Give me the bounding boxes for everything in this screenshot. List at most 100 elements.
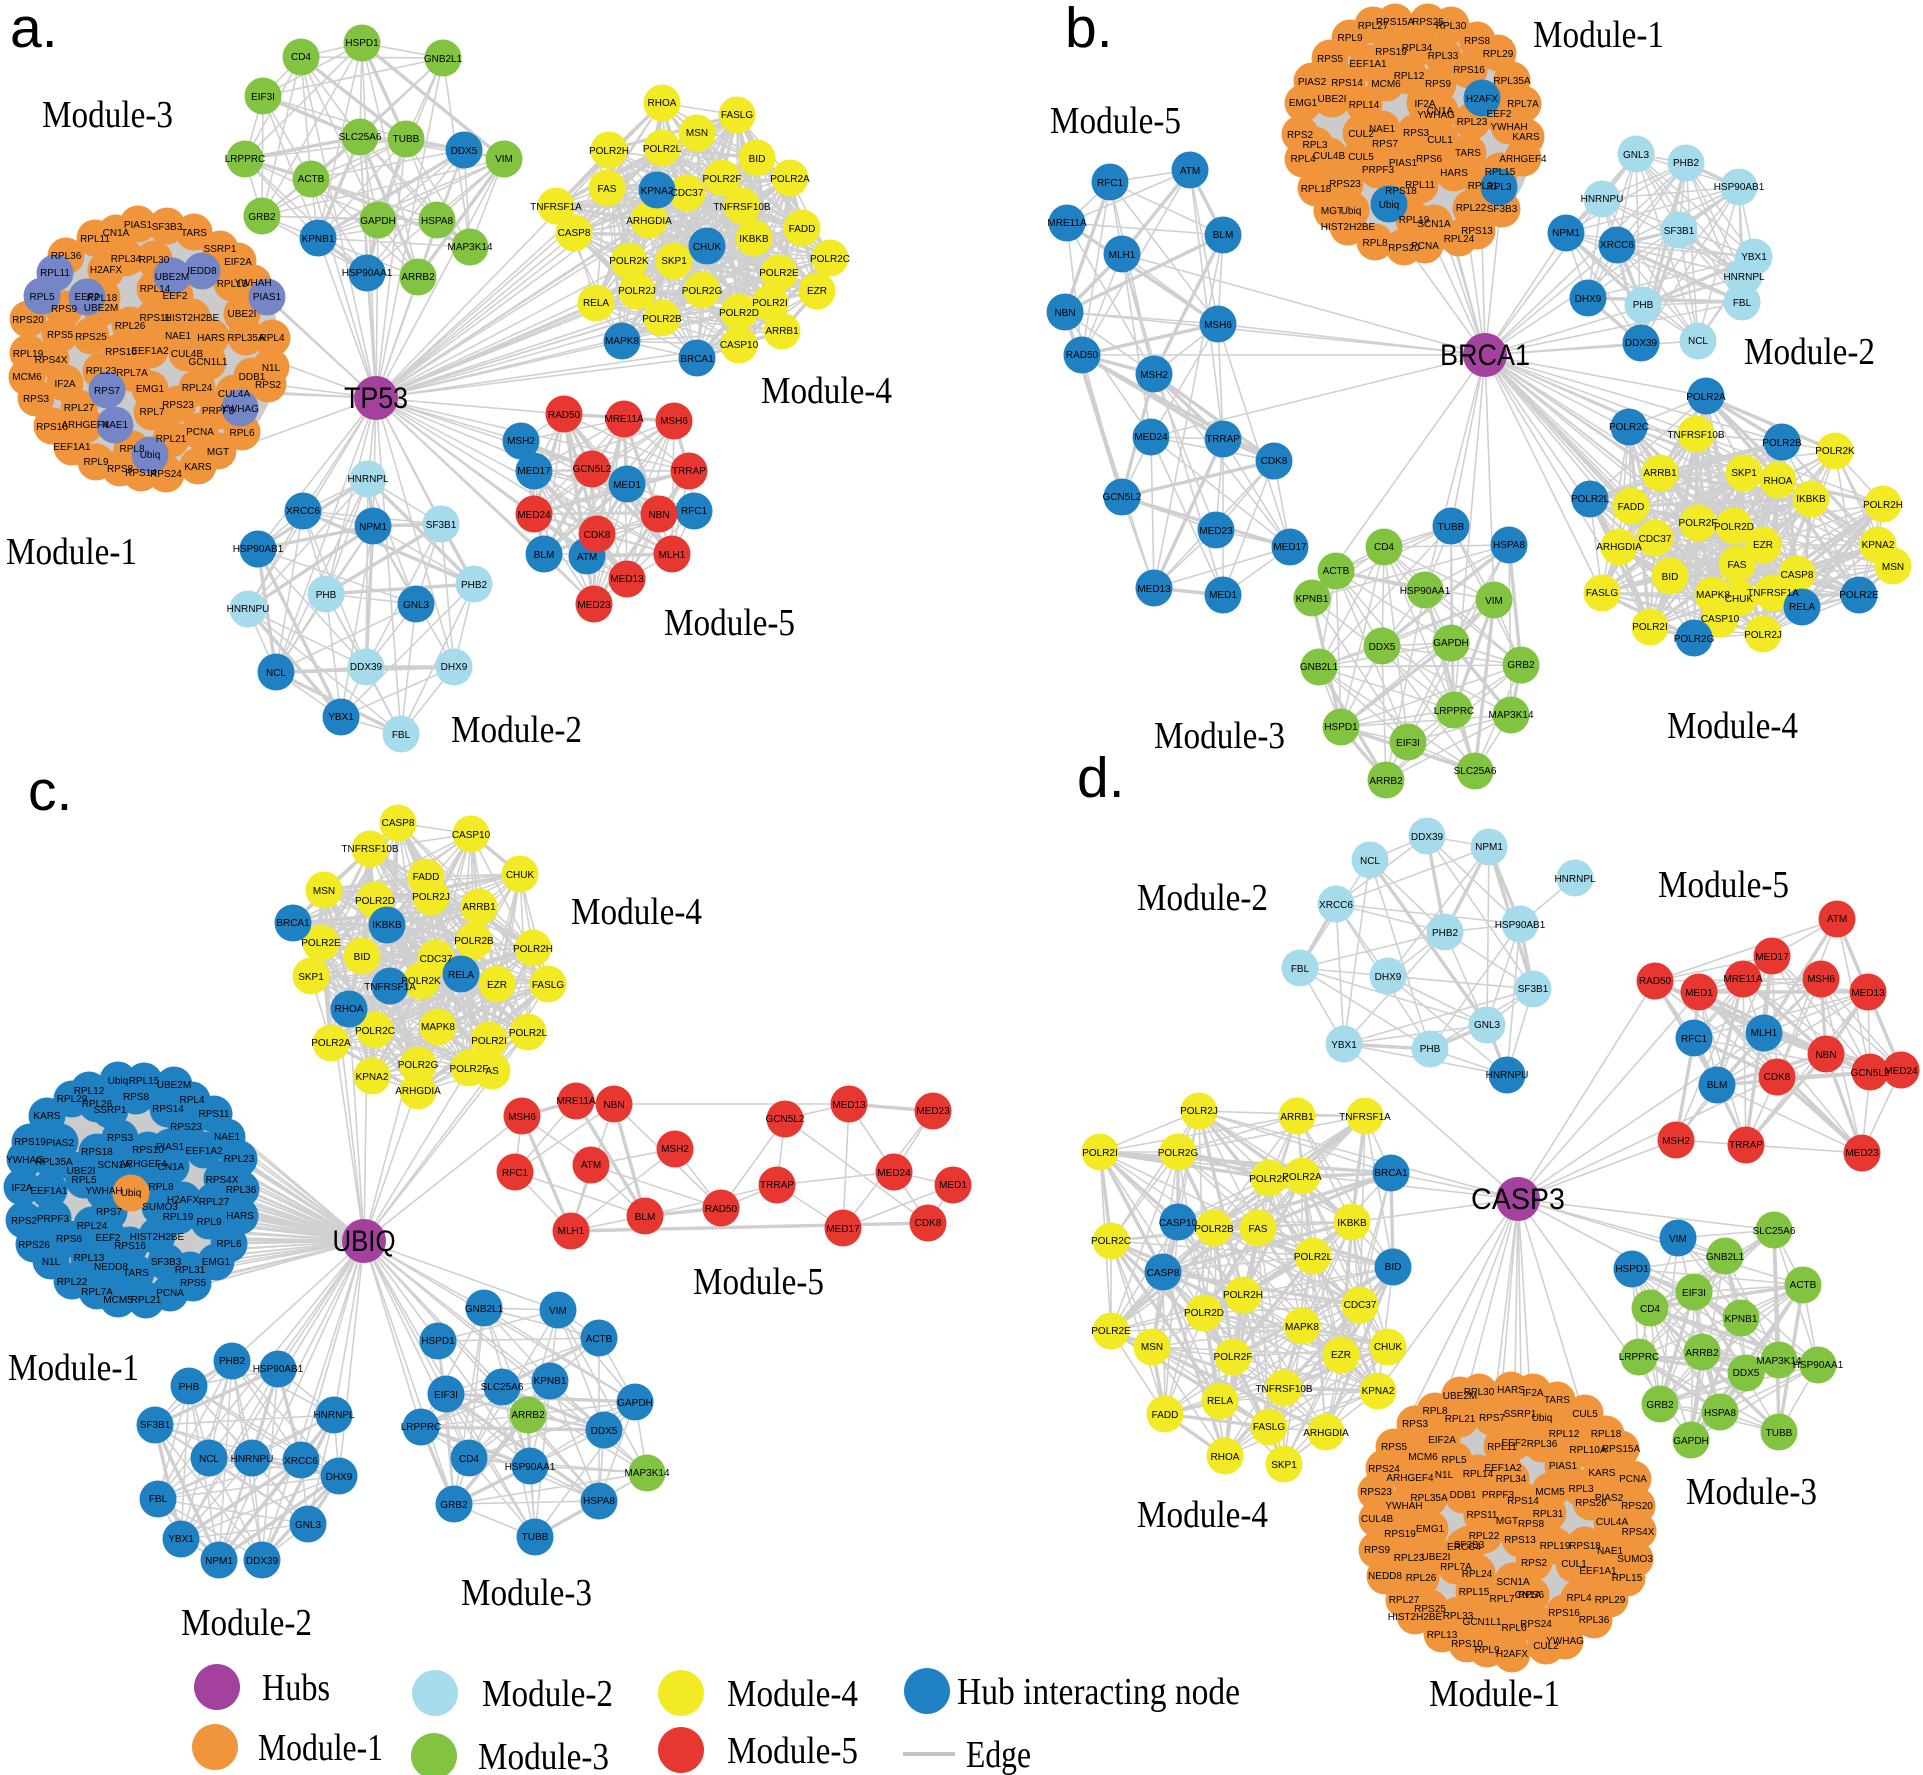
svg-text:MED17: MED17 — [517, 466, 551, 477]
svg-text:RPL4: RPL4 — [1566, 1593, 1591, 1604]
svg-text:POLR2I: POLR2I — [471, 1036, 507, 1047]
svg-text:MED1: MED1 — [613, 480, 641, 491]
svg-text:MSH6: MSH6 — [1204, 320, 1232, 331]
svg-text:POLR2F: POLR2F — [1679, 518, 1718, 529]
svg-text:ARHGEF4: ARHGEF4 — [1499, 154, 1547, 165]
svg-text:a.: a. — [10, 0, 58, 60]
svg-text:UBE2I: UBE2I — [1422, 1552, 1451, 1563]
svg-text:RPS25: RPS25 — [75, 332, 107, 343]
svg-text:MED17: MED17 — [1755, 952, 1789, 963]
svg-text:Ubiq: Ubiq — [1532, 1413, 1553, 1424]
svg-text:MED23: MED23 — [1199, 526, 1233, 537]
svg-text:CASP10: CASP10 — [452, 830, 491, 841]
svg-text:RPL12: RPL12 — [1394, 71, 1425, 82]
svg-text:LRPPRC: LRPPRC — [1434, 706, 1475, 717]
svg-text:RPL3: RPL3 — [1486, 182, 1511, 193]
svg-text:HSPA8: HSPA8 — [1493, 540, 1525, 551]
svg-text:POLR2F: POLR2F — [1214, 1352, 1253, 1363]
svg-text:EIF3I: EIF3I — [1396, 738, 1420, 749]
svg-text:PRPF3: PRPF3 — [1482, 1490, 1515, 1501]
svg-text:CASP8: CASP8 — [382, 818, 415, 829]
svg-text:PHB: PHB — [179, 1382, 200, 1393]
svg-text:RPS3: RPS3 — [1403, 128, 1430, 139]
svg-text:RPS5: RPS5 — [1317, 54, 1344, 65]
svg-text:TNFRSF10B: TNFRSF10B — [1255, 1384, 1313, 1395]
svg-text:RPS4X: RPS4X — [35, 355, 68, 366]
svg-text:SF3B3: SF3B3 — [1454, 1540, 1485, 1551]
svg-text:FBL: FBL — [392, 730, 411, 741]
svg-text:Ubiq: Ubiq — [121, 1188, 142, 1199]
svg-text:GAPDH: GAPDH — [360, 216, 396, 227]
svg-text:RPS20: RPS20 — [1388, 243, 1420, 254]
svg-text:TNFRSF10B: TNFRSF10B — [713, 202, 771, 213]
svg-text:DHX9: DHX9 — [1375, 972, 1402, 983]
svg-text:RPS14: RPS14 — [125, 468, 157, 479]
svg-text:HSPD1: HSPD1 — [421, 1336, 455, 1347]
svg-text:POLR2G: POLR2G — [398, 1060, 439, 1071]
svg-text:LRPPRC: LRPPRC — [401, 1422, 442, 1433]
svg-text:MSN: MSN — [1882, 562, 1904, 573]
svg-text:PCNA: PCNA — [1619, 1474, 1647, 1485]
svg-text:NCL: NCL — [266, 668, 286, 679]
svg-text:H2AFX: H2AFX — [1496, 1649, 1529, 1660]
svg-text:CASP10: CASP10 — [1701, 614, 1740, 625]
svg-text:ARHGDIA: ARHGDIA — [1596, 542, 1642, 553]
svg-text:SSRP1: SSRP1 — [94, 1105, 127, 1116]
svg-text:TUBB: TUBB — [1766, 1428, 1793, 1439]
svg-text:DDX39: DDX39 — [1411, 832, 1444, 843]
svg-text:d.: d. — [1077, 746, 1125, 810]
svg-text:RPL8: RPL8 — [148, 1182, 173, 1193]
svg-text:HSP90AA1: HSP90AA1 — [1793, 1360, 1844, 1371]
svg-text:POLR2H: POLR2H — [513, 944, 553, 955]
svg-text:MED23: MED23 — [916, 1106, 950, 1117]
svg-text:RPL31: RPL31 — [175, 1265, 206, 1276]
svg-text:BRCA1: BRCA1 — [276, 918, 310, 929]
svg-text:MED13: MED13 — [1851, 988, 1885, 999]
svg-text:RPS6: RPS6 — [1416, 154, 1443, 165]
svg-text:POLR2D: POLR2D — [719, 308, 759, 319]
svg-text:RPS20: RPS20 — [1621, 1501, 1653, 1512]
svg-text:HARS: HARS — [197, 333, 225, 344]
svg-text:RPL35A: RPL35A — [1410, 1493, 1448, 1504]
svg-text:RPS4X: RPS4X — [1622, 1527, 1655, 1538]
svg-text:RPS16: RPS16 — [1548, 1608, 1580, 1619]
svg-text:RPL10A: RPL10A — [1569, 1445, 1607, 1456]
svg-text:GRB2: GRB2 — [1646, 1400, 1674, 1411]
svg-text:RPS26: RPS26 — [1575, 1498, 1607, 1509]
svg-text:RPL22: RPL22 — [1456, 203, 1487, 214]
svg-text:KPNA2: KPNA2 — [641, 186, 674, 197]
svg-text:KPNA2: KPNA2 — [1862, 540, 1895, 551]
svg-text:YWHAH: YWHAH — [1490, 122, 1527, 133]
svg-text:RPL23: RPL23 — [86, 366, 117, 377]
svg-text:SCN1A: SCN1A — [1496, 1577, 1530, 1588]
svg-text:RPL7A: RPL7A — [1507, 99, 1539, 110]
svg-text:NEDD8: NEDD8 — [94, 1262, 128, 1273]
svg-text:RPL5: RPL5 — [29, 292, 54, 303]
svg-text:ARHGEF4: ARHGEF4 — [61, 420, 109, 431]
svg-text:MLH1: MLH1 — [1109, 250, 1136, 261]
svg-text:RPS10: RPS10 — [1451, 1639, 1483, 1650]
svg-text:MED24: MED24 — [517, 510, 551, 521]
svg-text:ATM: ATM — [581, 1160, 601, 1171]
svg-text:IKBKB: IKBKB — [1796, 494, 1826, 505]
svg-text:MED23: MED23 — [577, 600, 611, 611]
svg-text:POLR2A: POLR2A — [1282, 1172, 1322, 1183]
svg-text:FAS: FAS — [1249, 1224, 1268, 1235]
svg-text:GNL3: GNL3 — [295, 1520, 322, 1531]
svg-text:SF3B3: SF3B3 — [151, 1257, 182, 1268]
svg-text:BID: BID — [1662, 572, 1679, 583]
svg-text:NAE1: NAE1 — [1597, 1546, 1624, 1557]
svg-text:CASP8: CASP8 — [1781, 570, 1814, 581]
svg-text:MSH6: MSH6 — [508, 1112, 536, 1123]
svg-text:RPL12: RPL12 — [1549, 1429, 1580, 1440]
svg-text:Ubiq: Ubiq — [108, 1076, 129, 1087]
svg-text:MAPK8: MAPK8 — [1285, 1322, 1319, 1333]
svg-text:GCN5L2: GCN5L2 — [766, 1114, 805, 1125]
svg-text:TUBB: TUBB — [1438, 522, 1465, 533]
svg-text:MED24: MED24 — [1134, 432, 1168, 443]
svg-text:RPS18: RPS18 — [1569, 1541, 1601, 1552]
svg-text:POLR2L: POLR2L — [1571, 494, 1610, 505]
svg-text:POLR2A: POLR2A — [1686, 392, 1726, 403]
svg-text:MCM5: MCM5 — [1535, 1487, 1565, 1498]
svg-text:FBL: FBL — [1291, 964, 1310, 975]
